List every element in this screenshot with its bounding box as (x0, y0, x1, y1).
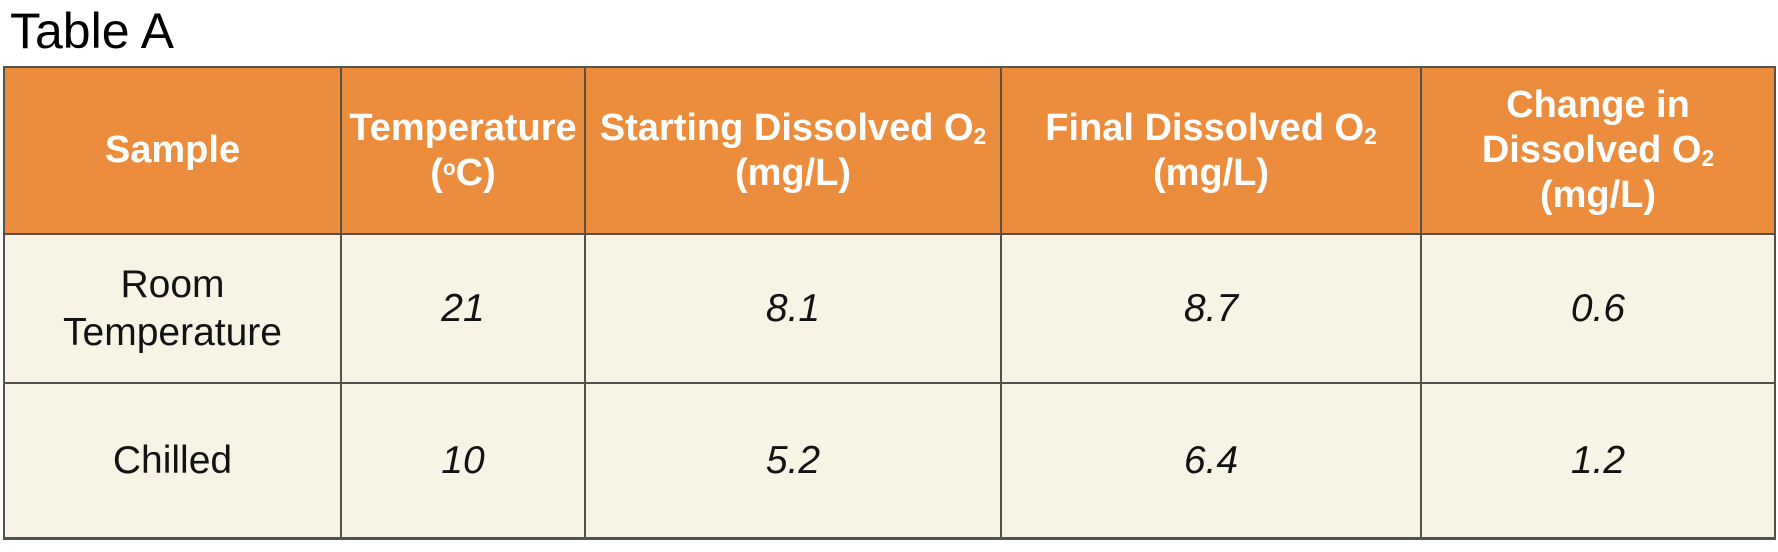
cell-sample: Room Temperature (3, 233, 342, 384)
data-table: Sample Temperature (oC) Starting Dissolve… (3, 66, 1776, 540)
cell-final-dissolved-o2: 6.4 (1000, 382, 1422, 540)
cell-change-in-dissolved-o2: 1.2 (1420, 382, 1776, 540)
header-row: Sample Temperature (oC) Starting Dissolve… (3, 66, 1776, 235)
cell-starting-dissolved-o2: 8.1 (584, 233, 1002, 384)
cell-temperature: 10 (340, 382, 586, 540)
table-row-room-temperature: Room Temperature 21 8.1 8.7 0.6 (3, 233, 1776, 384)
column-header-final-dissolved-o2: Final Dissolved O2 (mg/L) (1000, 66, 1422, 235)
cell-sample: Chilled (3, 382, 342, 540)
table-title: Table A (10, 3, 175, 59)
sample-label: Chilled (112, 438, 233, 482)
column-header-starting-dissolved-o2: Starting Dissolved O2 (mg/L) (584, 66, 1002, 235)
cell-final-dissolved-o2: 8.7 (1000, 233, 1422, 384)
column-header-sample: Sample (3, 66, 342, 235)
column-header-temperature: Temperature (oC) (340, 66, 586, 235)
cell-change-in-dissolved-o2: 0.6 (1420, 233, 1776, 384)
sample-label: Room Temperature (63, 262, 282, 354)
column-header-change-in-dissolved-o2: Change in Dissolved O2 (mg/L) (1420, 66, 1776, 235)
cell-starting-dissolved-o2: 5.2 (584, 382, 1002, 540)
table-row-chilled: Chilled 10 5.2 6.4 1.2 (3, 382, 1776, 540)
cell-temperature: 21 (340, 233, 586, 384)
